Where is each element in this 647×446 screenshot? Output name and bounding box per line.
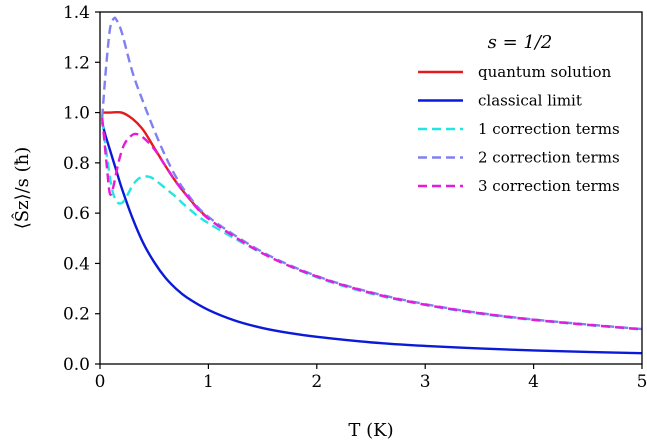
x-tick-label: 1 xyxy=(203,372,214,392)
legend-label-3: 1 correction terms xyxy=(478,120,620,138)
series-line-5 xyxy=(100,117,642,331)
series-line-4 xyxy=(100,16,642,331)
x-tick-label: 0 xyxy=(95,372,106,392)
legend-label-1: quantum solution xyxy=(478,63,612,81)
series-line-2 xyxy=(101,122,642,355)
legend-label-5: 3 correction terms xyxy=(478,177,620,195)
y-axis-label: ⟨Ŝz⟩/s (ħ) xyxy=(10,147,33,230)
y-tick-label: 1.4 xyxy=(63,3,90,23)
series-layer xyxy=(100,16,642,355)
y-tick-label: 0.4 xyxy=(63,254,90,274)
ticks-layer: 0 1 2 3 4 5 0.0 0.2 0.4 0.6 0.8 1.0 1.2 1.4 xyxy=(63,3,647,392)
x-tick-label: 3 xyxy=(420,372,431,392)
x-tick-label: 2 xyxy=(311,372,322,392)
y-tick-label: 1.0 xyxy=(63,104,90,124)
x-tick-label: 4 xyxy=(528,372,539,392)
legend-title: s = 1/2 xyxy=(488,32,553,53)
x-tick-label: 5 xyxy=(637,372,647,392)
plot-frame xyxy=(99,11,643,365)
x-axis-label: T (K) xyxy=(348,420,393,441)
legend-label-2: classical limit xyxy=(478,92,582,110)
y-tick-label: 0.8 xyxy=(63,154,90,174)
y-tick-label: 0.6 xyxy=(63,204,90,224)
legend: s = 1/2 quantum solution classical limit 1… xyxy=(418,32,620,195)
y-tick-label: 0.2 xyxy=(63,305,90,325)
y-tick-label: 1.2 xyxy=(63,53,90,73)
y-tick-label: 0.0 xyxy=(63,355,90,375)
legend-label-4: 2 correction terms xyxy=(478,149,620,167)
